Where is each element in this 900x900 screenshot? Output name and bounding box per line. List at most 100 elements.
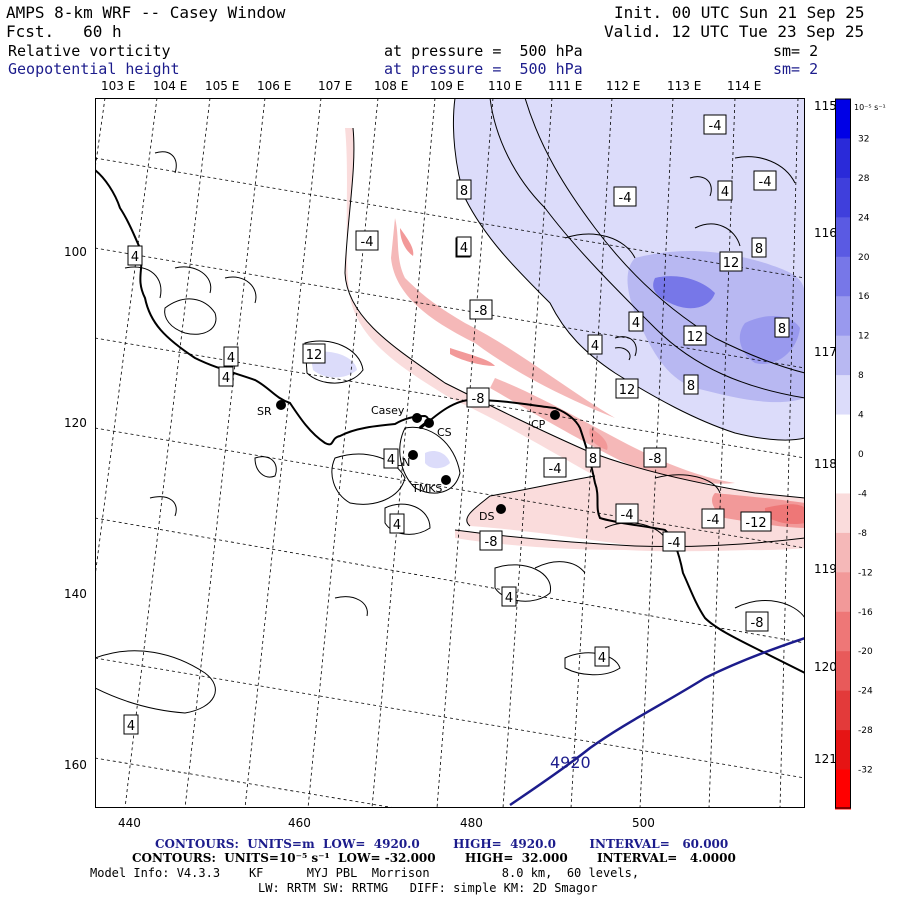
lon-label: 108 E xyxy=(374,79,409,93)
contour-label: -4 xyxy=(703,114,727,135)
colorbar: 10⁻⁵ s⁻¹ 32 28 24 20 16 12 8 4 0 -4 -8 -12 -16 -20 -24… xyxy=(835,98,886,810)
contour-label: 4 xyxy=(127,245,143,266)
contour-label: 12 xyxy=(683,325,707,346)
colorbar-label: -20 xyxy=(858,647,873,657)
contour-label: 8 xyxy=(774,317,790,338)
colorbar-cell xyxy=(835,375,851,416)
colorbar-label: 28 xyxy=(858,174,870,184)
svg-text:4: 4 xyxy=(632,316,640,331)
svg-text:-4: -4 xyxy=(759,175,772,190)
vorticity-contour-info: CONTOURS: UNITS=10⁻⁵ s⁻¹ LOW= -32.000 HI… xyxy=(132,851,736,865)
x-tick-label: 460 xyxy=(288,816,311,830)
svg-text:-8: -8 xyxy=(485,535,498,550)
colorbar-label: -8 xyxy=(858,529,867,539)
lon-label: 109 E xyxy=(430,79,465,93)
colorbar-cell xyxy=(835,296,851,337)
contour-label: -4 xyxy=(543,457,567,478)
contour-label: -4 xyxy=(753,170,777,191)
station-marker xyxy=(496,504,506,514)
field2-name: Geopotential height xyxy=(8,60,180,78)
contour-label: -4 xyxy=(355,230,379,251)
y-tick-label: 120 xyxy=(64,416,87,430)
svg-text:-4: -4 xyxy=(707,513,720,528)
lon-label: 110 E xyxy=(488,79,523,93)
colorbar-cell xyxy=(835,690,851,731)
contour-label: 4 xyxy=(456,236,472,257)
colorbar-cell xyxy=(835,572,851,613)
colorbar-label: 32 xyxy=(858,134,869,144)
stations: SR Casey CS LN TMKS DS CP xyxy=(257,400,560,523)
svg-text:-8: -8 xyxy=(472,392,485,407)
svg-text:4: 4 xyxy=(460,241,468,256)
field2-smoothing: sm= 2 xyxy=(773,60,819,78)
contour-label: -8 xyxy=(466,387,490,408)
station-marker xyxy=(424,418,434,428)
contour-label: 8 xyxy=(456,179,472,200)
svg-text:8: 8 xyxy=(687,379,695,394)
lon-label: 105 E xyxy=(205,79,240,93)
station-marker xyxy=(550,410,560,420)
contour-label: 12 xyxy=(615,378,639,399)
contour-label: 4 xyxy=(717,180,733,201)
colorbar-cell xyxy=(835,493,851,534)
contour-label: -8 xyxy=(469,299,493,320)
svg-text:8: 8 xyxy=(778,322,786,337)
svg-text:4: 4 xyxy=(393,518,401,533)
contour-label: 4 xyxy=(383,448,399,469)
height-contour-info: CONTOURS: UNITS=m LOW= 4920.0 HIGH= 4920… xyxy=(155,837,729,851)
map-title: AMPS 8-km WRF -- Casey Window xyxy=(6,3,286,22)
colorbar-label: -12 xyxy=(858,568,873,578)
svg-text:-4: -4 xyxy=(619,191,632,206)
colorbar-cell xyxy=(835,454,851,494)
contour-label: 4 xyxy=(389,513,405,534)
colorbar-cell xyxy=(835,414,851,455)
x-tick-label: 500 xyxy=(632,816,655,830)
height-contour-4920 xyxy=(509,636,805,807)
lon-label: 114 E xyxy=(727,79,762,93)
lon-label: 106 E xyxy=(257,79,292,93)
field2-pressure: at pressure = 500 hPa xyxy=(384,60,583,78)
lon-label: 113 E xyxy=(667,79,702,93)
svg-text:8: 8 xyxy=(460,184,468,199)
svg-text:-4: -4 xyxy=(709,119,722,134)
svg-text:4: 4 xyxy=(222,371,230,386)
svg-text:4: 4 xyxy=(127,719,135,734)
station-label: CS xyxy=(437,426,452,439)
contour-label: -4 xyxy=(662,531,686,552)
colorbar-cell xyxy=(835,99,851,139)
svg-text:-8: -8 xyxy=(751,616,764,631)
colorbar-cell xyxy=(835,177,851,218)
colorbar-label: -4 xyxy=(858,489,867,499)
contour-label: -8 xyxy=(479,530,503,551)
contour-label: -4 xyxy=(615,503,639,524)
colorbar-cell xyxy=(835,730,851,771)
contour-label: -12 xyxy=(740,511,772,532)
svg-text:-4: -4 xyxy=(668,536,681,551)
y-tick-label: 160 xyxy=(64,758,87,772)
svg-text:12: 12 xyxy=(687,330,704,345)
colorbar-cell xyxy=(835,651,851,692)
colorbar-cell xyxy=(835,256,851,297)
vorticity-map: 4920 SR Casey CS LN TMKS DS CP -4 -4 4 -4 4 4… xyxy=(95,98,805,808)
lon-label: 111 E xyxy=(548,79,583,93)
colorbar-label: -24 xyxy=(858,687,873,697)
contour-label: 8 xyxy=(751,237,767,258)
svg-text:4: 4 xyxy=(131,250,139,265)
init-time: Init. 00 UTC Sun 21 Sep 25 xyxy=(614,3,865,22)
svg-text:12: 12 xyxy=(723,256,740,271)
contour-label: 8 xyxy=(683,374,699,395)
contour-label: 4 xyxy=(628,311,644,332)
valid-time: Valid. 12 UTC Tue 23 Sep 25 xyxy=(604,22,865,41)
model-info: Model Info: V4.3.3 KF MYJ PBL Morrison 8… xyxy=(90,866,640,880)
station-marker xyxy=(441,475,451,485)
station-label: DS xyxy=(479,510,494,523)
contour-label: 4 xyxy=(594,646,610,667)
svg-text:-4: -4 xyxy=(621,508,634,523)
colorbar-cell xyxy=(835,769,851,810)
colorbar-label: 16 xyxy=(858,292,870,302)
contour-label: -8 xyxy=(745,611,769,632)
contour-label: 4 xyxy=(223,346,239,367)
colorbar-label: 24 xyxy=(858,213,870,223)
colorbar-units: 10⁻⁵ s⁻¹ xyxy=(854,103,886,112)
svg-text:-8: -8 xyxy=(649,452,662,467)
